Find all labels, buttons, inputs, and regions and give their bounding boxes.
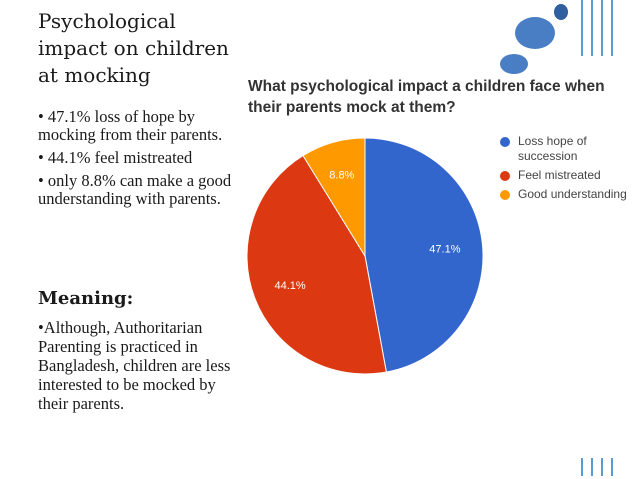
legend-item: Loss hope of succession: [500, 134, 633, 164]
pie-slice-2: [302, 137, 366, 258]
chart-legend: Loss hope of succession Feel mistreated …: [500, 134, 633, 206]
decor-line-4: [611, 0, 613, 56]
legend-dot: [500, 171, 510, 181]
decor-line-6: [591, 458, 593, 476]
pie-slice-label-2: 8.8%: [329, 169, 354, 181]
bullet-item: • 47.1% loss of hope by mocking from the…: [38, 107, 223, 144]
pie-slice-0: [364, 137, 484, 373]
bullet-item: • only 8.8% can make a good understandin…: [38, 171, 232, 208]
legend-dot: [500, 190, 510, 200]
bullet-list: • 47.1% loss of hope by mocking from the…: [38, 108, 238, 213]
decor-line-3: [601, 0, 603, 56]
legend-label: Loss hope of succession: [518, 134, 587, 163]
legend-dot: [500, 137, 510, 147]
decor-line-8: [611, 458, 613, 476]
pie-chart: 47.1% 44.1% 8.8%: [246, 137, 484, 375]
pie-slice-label-0: 47.1%: [429, 244, 460, 256]
legend-item: Feel mistreated: [500, 168, 633, 183]
decor-line-1: [581, 0, 583, 56]
slide-title: Psychological impact on children at mock…: [38, 9, 229, 87]
decor-line-5: [581, 458, 583, 476]
decor-line-2: [591, 0, 593, 56]
decor-bubble-medium: [500, 54, 528, 74]
pie-slice-1: [246, 154, 387, 375]
chart-title: What psychological impact a children fac…: [248, 78, 605, 116]
bullet-item: • 44.1% feel mistreated: [38, 148, 193, 167]
decor-bubble-large: [515, 17, 555, 49]
legend-label: Good understanding: [518, 187, 627, 201]
decor-bubble-small: [554, 4, 568, 20]
meaning-text: •Although, Authoritarian Parenting is pr…: [38, 318, 231, 413]
legend-label: Feel mistreated: [518, 168, 601, 182]
decor-line-7: [601, 458, 603, 476]
meaning-heading: Meaning:: [38, 288, 134, 309]
pie-slice-label-1: 44.1%: [275, 280, 306, 292]
legend-item: Good understanding: [500, 187, 633, 202]
